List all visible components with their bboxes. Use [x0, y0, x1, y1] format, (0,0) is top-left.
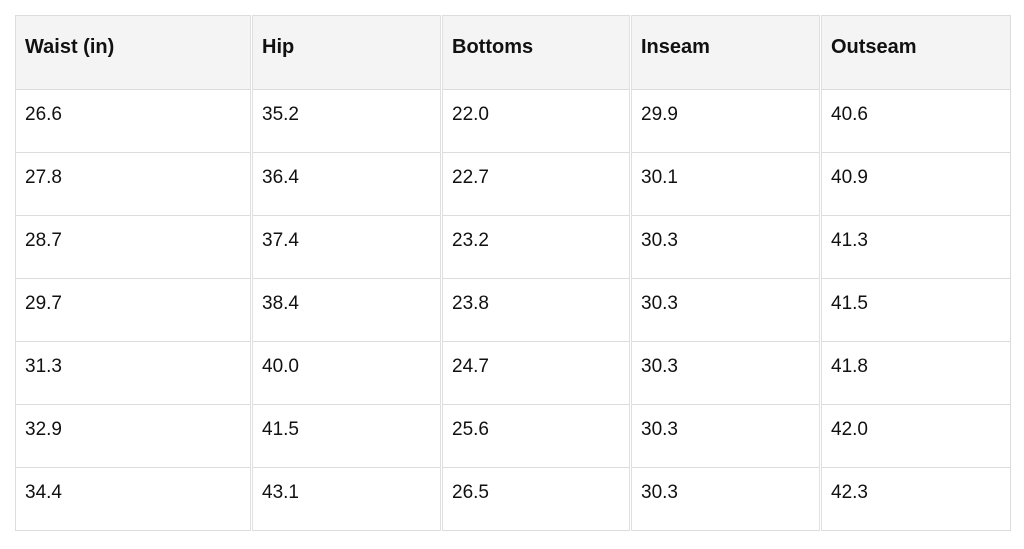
table-row: 28.7 37.4 23.2 30.3 41.3 — [15, 215, 1011, 279]
table-cell: 42.0 — [819, 404, 1011, 468]
column-header-waist: Waist (in) — [15, 15, 252, 90]
table-cell: 38.4 — [250, 278, 442, 342]
size-chart-table: Waist (in) Hip Bottoms Inseam Outseam 26… — [15, 15, 1011, 531]
table-cell: 30.3 — [629, 467, 821, 531]
table-cell: 30.1 — [629, 152, 821, 216]
table-cell: 36.4 — [250, 152, 442, 216]
table-cell: 25.6 — [440, 404, 631, 468]
table-cell: 43.1 — [250, 467, 442, 531]
table-cell: 29.7 — [15, 278, 252, 342]
table-cell: 30.3 — [629, 341, 821, 405]
size-chart-container: Waist (in) Hip Bottoms Inseam Outseam 26… — [15, 15, 1011, 531]
column-header-hip: Hip — [250, 15, 442, 90]
table-cell: 31.3 — [15, 341, 252, 405]
table-cell: 24.7 — [440, 341, 631, 405]
table-cell: 30.3 — [629, 404, 821, 468]
table-cell: 41.8 — [819, 341, 1011, 405]
table-cell: 41.5 — [250, 404, 442, 468]
table-cell: 35.2 — [250, 89, 442, 153]
table-cell: 22.0 — [440, 89, 631, 153]
table-row: 31.3 40.0 24.7 30.3 41.8 — [15, 341, 1011, 405]
table-cell: 37.4 — [250, 215, 442, 279]
table-cell: 28.7 — [15, 215, 252, 279]
table-row: 34.4 43.1 26.5 30.3 42.3 — [15, 467, 1011, 531]
table-row: 26.6 35.2 22.0 29.9 40.6 — [15, 89, 1011, 153]
table-cell: 30.3 — [629, 278, 821, 342]
table-cell: 26.5 — [440, 467, 631, 531]
table-cell: 22.7 — [440, 152, 631, 216]
table-cell: 34.4 — [15, 467, 252, 531]
table-header-row: Waist (in) Hip Bottoms Inseam Outseam — [15, 15, 1011, 90]
table-cell: 27.8 — [15, 152, 252, 216]
table-cell: 23.2 — [440, 215, 631, 279]
table-cell: 29.9 — [629, 89, 821, 153]
table-row: 32.9 41.5 25.6 30.3 42.0 — [15, 404, 1011, 468]
table-row: 29.7 38.4 23.8 30.3 41.5 — [15, 278, 1011, 342]
table-row: 27.8 36.4 22.7 30.1 40.9 — [15, 152, 1011, 216]
column-header-bottoms: Bottoms — [440, 15, 631, 90]
table-cell: 23.8 — [440, 278, 631, 342]
table-cell: 40.6 — [819, 89, 1011, 153]
table-cell: 26.6 — [15, 89, 252, 153]
table-cell: 40.9 — [819, 152, 1011, 216]
column-header-inseam: Inseam — [629, 15, 821, 90]
table-cell: 32.9 — [15, 404, 252, 468]
table-cell: 42.3 — [819, 467, 1011, 531]
table-cell: 41.3 — [819, 215, 1011, 279]
table-cell: 40.0 — [250, 341, 442, 405]
table-cell: 41.5 — [819, 278, 1011, 342]
table-cell: 30.3 — [629, 215, 821, 279]
column-header-outseam: Outseam — [819, 15, 1011, 90]
